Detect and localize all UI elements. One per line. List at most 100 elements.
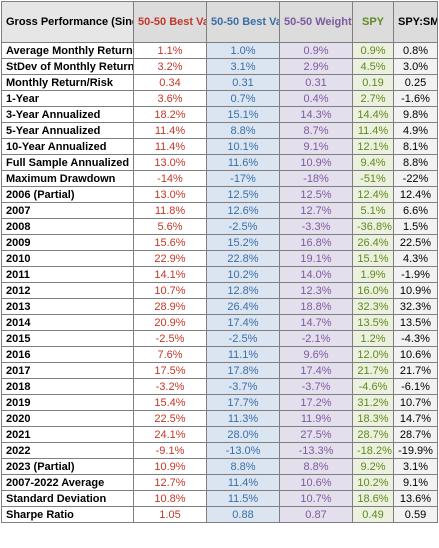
spy-sma10-cell: 28.7% (393, 426, 438, 443)
spy-cell: 28.7% (352, 426, 394, 443)
table-row: Maximum Drawdown -14% -17% -18% -51% -22% (1, 170, 438, 187)
spy-cell: 18.6% (352, 490, 394, 507)
row-label: 2017 (1, 362, 134, 379)
row-label: 2009 (1, 234, 134, 251)
best-value-top2-cell: 1.05 (133, 506, 207, 523)
best-value-top2-cell: 12.7% (133, 474, 207, 491)
table-row: 2023 (Partial) 10.9% 8.8% 8.8% 9.2% 3.1% (1, 458, 438, 475)
table-row: 2008 5.6% -2.5% -3.3% -36.8% 1.5% (1, 218, 438, 235)
spy-sma10-cell: 4.9% (393, 122, 438, 139)
best-value-top2-cell: 10.8% (133, 490, 207, 507)
spy-cell: 12.0% (352, 346, 394, 363)
weighted-top3-cell: 8.8% (279, 458, 353, 475)
best-value-top3-cell: 10.1% (206, 138, 280, 155)
spy-cell: 31.2% (352, 394, 394, 411)
best-value-top2-cell: 24.1% (133, 426, 207, 443)
weighted-top3-cell: 0.9% (279, 42, 353, 59)
row-label: Monthly Return/Risk (1, 74, 134, 91)
row-label: 2022 (1, 442, 134, 459)
row-label: 2013 (1, 298, 134, 315)
best-value-top3-cell: 11.5% (206, 490, 280, 507)
weighted-top3-cell: 8.7% (279, 122, 353, 139)
best-value-top3-cell: 11.6% (206, 154, 280, 171)
table-row: 10-Year Annualized 11.4% 10.1% 9.1% 12.1% 8.1… (1, 138, 438, 155)
table-row: Full Sample Annualized 13.0% 11.6% 10.9% 9.4… (1, 154, 438, 171)
row-label: 2007-2022 Average (1, 474, 134, 491)
spy-sma10-cell: 9.1% (393, 474, 438, 491)
spy-cell: 1.2% (352, 330, 394, 347)
weighted-top3-cell: 10.6% (279, 474, 353, 491)
best-value-top2-cell: 13.0% (133, 186, 207, 203)
weighted-top3-cell: -18% (279, 170, 353, 187)
best-value-top2-cell: 22.5% (133, 410, 207, 427)
spy-sma10-cell: 13.5% (393, 314, 438, 331)
spy-cell: 4.5% (352, 58, 394, 75)
best-value-top3-cell: 8.8% (206, 122, 280, 139)
row-label: 5-Year Annualized (1, 122, 134, 139)
spy-sma10-cell: 14.7% (393, 410, 438, 427)
weighted-top3-cell: 14.0% (279, 266, 353, 283)
weighted-top3-cell: 27.5% (279, 426, 353, 443)
weighted-top3-cell: -2.1% (279, 330, 353, 347)
spy-cell: 21.7% (352, 362, 394, 379)
best-value-top2-cell: 10.9% (133, 458, 207, 475)
table-row: StDev of Monthly Returns 3.2% 3.1% 2.9% 4.5%… (1, 58, 438, 75)
row-label: 2019 (1, 394, 134, 411)
table-row: 1-Year 3.6% 0.7% 0.4% 2.7% -1.6% (1, 90, 438, 107)
row-label: 2014 (1, 314, 134, 331)
spy-cell: 18.3% (352, 410, 394, 427)
table-row: Sharpe Ratio 1.05 0.88 0.87 0.49 0.59 (1, 506, 438, 523)
best-value-top2-cell: 3.2% (133, 58, 207, 75)
spy-sma10-cell: -1.6% (393, 90, 438, 107)
spy-cell: 9.4% (352, 154, 394, 171)
best-value-top2-cell: 17.5% (133, 362, 207, 379)
spy-cell: 15.1% (352, 250, 394, 267)
weighted-top3-cell: 12.5% (279, 186, 353, 203)
best-value-top3-cell: 17.7% (206, 394, 280, 411)
best-value-top3-cell: -2.5% (206, 330, 280, 347)
table-row: 2006 (Partial) 13.0% 12.5% 12.5% 12.4% 12.4% (1, 186, 438, 203)
best-value-top3-cell: 11.4% (206, 474, 280, 491)
spy-cell: -18.2% (352, 442, 394, 459)
spy-sma10-cell: 10.6% (393, 346, 438, 363)
best-value-top3-cell: 0.7% (206, 90, 280, 107)
spy-sma10-cell: 1.5% (393, 218, 438, 235)
best-value-top2-cell: 11.4% (133, 122, 207, 139)
best-value-top2-cell: 15.6% (133, 234, 207, 251)
table-row: 2012 10.7% 12.8% 12.3% 16.0% 10.9% (1, 282, 438, 299)
spy-sma10-cell: 8.1% (393, 138, 438, 155)
spy-cell: 1.9% (352, 266, 394, 283)
weighted-top3-cell: 11.9% (279, 410, 353, 427)
best-value-top3-cell: 15.2% (206, 234, 280, 251)
table-row: 2022 -9.1% -13.0% -13.3% -18.2% -19.9% (1, 442, 438, 459)
row-label: 10-Year Annualized (1, 138, 134, 155)
spy-sma10-cell: -6.1% (393, 378, 438, 395)
best-value-top3-cell: -2.5% (206, 218, 280, 235)
spy-cell: 10.2% (352, 474, 394, 491)
row-label: 2006 (Partial) (1, 186, 134, 203)
best-value-top3-cell: 12.6% (206, 202, 280, 219)
spy-cell: 16.0% (352, 282, 394, 299)
best-value-top3-cell: -13.0% (206, 442, 280, 459)
best-value-top3-cell: 11.1% (206, 346, 280, 363)
table-row: Monthly Return/Risk 0.34 0.31 0.31 0.19 0.25 (1, 74, 438, 91)
spy-sma10-cell: 12.4% (393, 186, 438, 203)
best-value-top3-cell: 8.8% (206, 458, 280, 475)
best-value-top2-cell: 0.34 (133, 74, 207, 91)
best-value-top2-cell: 18.2% (133, 106, 207, 123)
best-value-top2-cell: -14% (133, 170, 207, 187)
weighted-top3-cell: 17.2% (279, 394, 353, 411)
best-value-top3-cell: 12.8% (206, 282, 280, 299)
row-label: 1-Year (1, 90, 134, 107)
spy-cell: 11.4% (352, 122, 394, 139)
spy-sma10-cell: 21.7% (393, 362, 438, 379)
best-value-top3-cell: 10.2% (206, 266, 280, 283)
row-label: 3-Year Annualized (1, 106, 134, 123)
best-value-top3-cell: 22.8% (206, 250, 280, 267)
spy-sma10-cell: 0.25 (393, 74, 438, 91)
best-value-top3-cell: 15.1% (206, 106, 280, 123)
spy-sma10-cell: 0.8% (393, 42, 438, 59)
best-value-top2-cell: 5.6% (133, 218, 207, 235)
table-row: 5-Year Annualized 11.4% 8.8% 8.7% 11.4% 4.9% (1, 122, 438, 139)
row-label: 2020 (1, 410, 134, 427)
